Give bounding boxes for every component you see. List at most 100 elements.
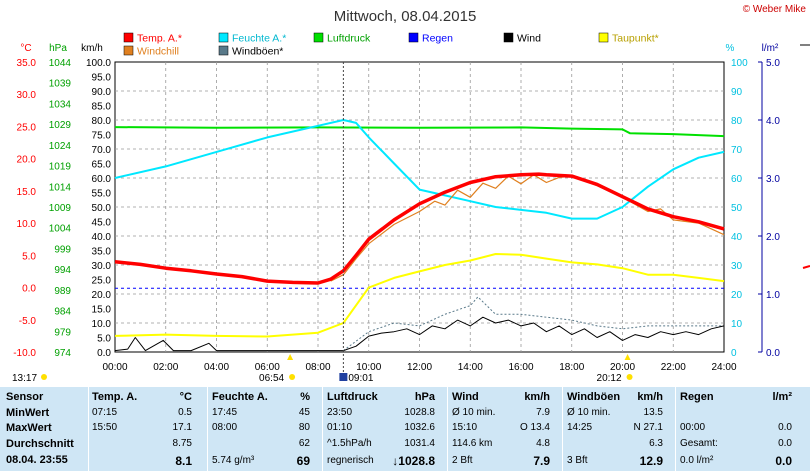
table-cell-label: 01:10 [327, 422, 353, 433]
y-tick-press: 989 [54, 286, 71, 297]
table-col-header: Wind [452, 391, 479, 403]
table-cell-value: 0.0 [775, 454, 792, 468]
y-tick-hum: 20 [731, 290, 743, 301]
y-tick-wind: 50.0 [92, 203, 112, 214]
axis-unit-pct: % [726, 43, 735, 54]
table-cell-value: ↓1028.8 [392, 454, 435, 468]
table-cell-value: 62 [298, 438, 310, 449]
table-separator [88, 387, 89, 471]
x-tick-label: 02:00 [153, 362, 178, 373]
table-col-header: Regen [680, 391, 714, 403]
y-tick-wind: 95.0 [92, 73, 112, 84]
y-tick-wind: 65.0 [92, 160, 112, 171]
y-tick-press: 1029 [49, 120, 72, 131]
y-tick-press: 974 [54, 348, 71, 359]
table-cell-value: N 27.1 [633, 422, 663, 433]
sunrise-marker [287, 354, 294, 360]
y-tick-wind: 15.0 [92, 305, 112, 316]
legend-swatch [408, 32, 419, 43]
y-tick-temp: 10.0 [17, 219, 37, 230]
legend-swatch [123, 32, 134, 43]
axis-unit-hpa: hPa [49, 43, 67, 54]
y-tick-press: 1004 [49, 224, 72, 235]
y-tick-wind: 0.0 [97, 348, 111, 359]
y-tick-rain: 5.0 [766, 58, 780, 69]
table-cell-label: 08:00 [212, 422, 238, 433]
axis-unit-rain: l/m² [762, 43, 779, 54]
copyright-text: © Weber Mike [743, 4, 807, 15]
y-tick-wind: 75.0 [92, 131, 112, 142]
legend-swatch [218, 45, 229, 56]
table-col-header: Luftdruck [327, 391, 378, 403]
marker-time-label: 20:12 [597, 373, 622, 384]
table-cell-label: 07:15 [92, 407, 118, 418]
table-row-label: MaxWert [6, 422, 52, 434]
table-separator [447, 387, 448, 471]
y-tick-temp: -5.0 [19, 316, 37, 327]
y-tick-hum: 60 [731, 174, 743, 185]
legend-swatch [123, 45, 134, 56]
x-tick-label: 22:00 [661, 362, 686, 373]
table-row-label: Durchschnitt [6, 438, 74, 450]
y-tick-press: 979 [54, 327, 71, 338]
table-cell-value: 4.8 [536, 438, 550, 449]
legend-swatch [218, 32, 229, 43]
table-cell-label: ^1.5hPa/h [327, 438, 372, 449]
y-tick-hum: 70 [731, 145, 743, 156]
sun-marker [41, 374, 47, 380]
statistics-table: Sensor MinWert MaxWert Durchschnitt 08.04. 2… [0, 387, 810, 471]
y-tick-hum: 30 [731, 261, 743, 272]
y-tick-press: 1034 [49, 99, 72, 110]
table-cell-value: O 13.4 [519, 422, 550, 433]
series-line-wind [114, 316, 725, 352]
y-tick-temp: 35.0 [17, 58, 37, 69]
y-tick-temp: 0.0 [22, 284, 36, 295]
marker-time-label: 06:54 [259, 373, 284, 384]
y-tick-press: 999 [54, 244, 71, 255]
sunset-marker [624, 354, 631, 360]
y-tick-wind: 5.0 [97, 334, 111, 345]
axis-unit-kmh: km/h [81, 43, 103, 54]
table-cell-label: 23:50 [327, 407, 353, 418]
y-tick-press: 1039 [49, 79, 72, 90]
now-marker-icon [339, 373, 348, 381]
table-row-label: Sensor [6, 391, 44, 403]
legend-label: Taupunkt* [612, 33, 659, 45]
x-tick-label: 04:00 [204, 362, 229, 373]
y-tick-hum: 50 [731, 203, 743, 214]
table-cell-value: 6.3 [649, 438, 663, 449]
y-tick-wind: 40.0 [92, 232, 112, 243]
table-cell-value: 0.5 [178, 407, 192, 418]
legend-label: Windböen* [232, 46, 283, 58]
table-cell-label: Ø 10 min. [567, 407, 611, 418]
table-cell-value: 8.75 [172, 438, 192, 449]
table-cell-value: 13.5 [643, 407, 663, 418]
y-tick-wind: 80.0 [92, 116, 112, 127]
y-tick-wind: 45.0 [92, 218, 112, 229]
table-cell-value: 80 [298, 422, 310, 433]
x-tick-label: 12:00 [407, 362, 432, 373]
marker-time-label: 13:17 [12, 373, 37, 384]
table-col-header: Temp. A. [92, 391, 138, 403]
table-cell-label: 114.6 km [452, 438, 493, 449]
series-line-windben [343, 296, 724, 352]
table-col-unit: l/m² [772, 391, 792, 403]
table-col-unit: hPa [414, 391, 435, 403]
y-tick-hum: 0 [731, 348, 737, 359]
series-line-feuchtea [114, 119, 725, 220]
table-cell-value: 7.9 [536, 407, 550, 418]
table-cell-label: 2 Bft [452, 455, 473, 466]
y-tick-hum: 80 [731, 116, 743, 127]
table-cell-value: 17.1 [172, 422, 192, 433]
legend-label: Windchill [137, 46, 179, 58]
y-tick-wind: 85.0 [92, 102, 112, 113]
table-row-label: MinWert [6, 407, 50, 419]
x-tick-label: 16:00 [508, 362, 533, 373]
y-tick-rain: 2.0 [766, 232, 780, 243]
table-cell-label: 15:10 [452, 422, 478, 433]
y-tick-hum: 100 [731, 58, 748, 69]
series-line-tempa [114, 172, 725, 285]
x-tick-label: 24:00 [711, 362, 736, 373]
y-tick-temp: -10.0 [13, 348, 36, 359]
y-tick-hum: 10 [731, 319, 743, 330]
